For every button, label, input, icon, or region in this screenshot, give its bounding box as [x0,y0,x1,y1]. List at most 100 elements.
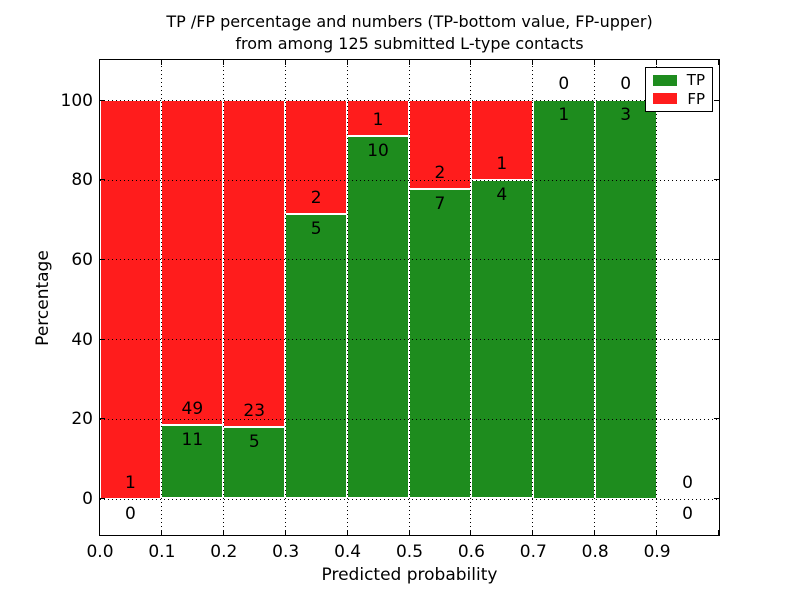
fp-count-label: 1 [372,110,384,131]
tick-mark [656,59,658,65]
tick-mark [346,529,348,535]
x-tick-label: 0.2 [210,542,238,562]
x-tick-label: 0.6 [457,542,485,562]
tick-mark [470,59,472,65]
y-axis-label: Percentage [33,250,53,346]
chart-subtitle: from among 125 submitted L-type contacts [235,34,584,53]
x-tick-label: 0.1 [148,542,176,562]
bar-fp-segment [470,100,533,180]
bar-fp-segment [99,100,162,499]
tick-mark [713,179,719,181]
bar-tp-segment [285,213,348,499]
tp-count-label: 5 [248,432,260,453]
tp-count-label: 4 [496,184,508,205]
tick-mark [284,59,286,65]
tick-mark [470,529,472,535]
bar-tp-segment [470,179,533,499]
tp-count-label: 11 [181,430,204,451]
tick-mark [408,59,410,65]
tick-mark [99,338,105,340]
tick-mark [594,529,596,535]
tick-mark [346,59,348,65]
legend-label-tp: TP [686,71,705,90]
tp-count-label: 7 [434,193,446,214]
tick-mark [99,59,100,65]
legend-entry-tp: TP [653,72,705,88]
x-tick-label: 0.9 [643,542,671,562]
x-tick-label: 0.0 [86,542,114,562]
x-tick-label: 0.7 [519,542,547,562]
v-gridline [284,59,286,535]
bar-tp-segment [347,136,409,499]
tick-mark [160,59,162,65]
legend-entry-fp: FP [653,91,705,107]
x-tick-label: 0.4 [334,542,362,562]
tp-count-label: 3 [620,105,632,125]
y-tick-label: 80 [71,170,93,191]
tick-mark [713,99,719,101]
tick-mark [408,529,410,535]
tick-mark [532,59,534,65]
y-tick-label: 20 [71,409,93,430]
x-axis-label: Predicted probability [321,565,498,585]
tp-count-label: 10 [367,141,389,162]
tick-mark [713,418,719,420]
tick-mark [713,258,719,260]
fp-count-label: 1 [125,472,136,493]
v-gridline [222,59,224,535]
fp-count-label: 1 [496,153,508,174]
legend: TP FP [645,67,713,112]
tick-mark [99,99,105,101]
v-gridline [408,59,410,535]
y-tick-label: 0 [82,489,93,509]
tp-count-label: 0 [125,503,136,524]
tick-mark [713,338,719,340]
tick-mark [160,529,162,535]
v-gridline [470,59,472,535]
fp-count-label: 0 [682,472,693,493]
chart-title: TP /FP percentage and numbers (TP-bottom… [166,12,653,31]
tick-mark [718,59,719,65]
tick-mark [99,258,105,260]
v-gridline [160,59,162,535]
tick-mark [718,529,719,535]
tick-mark [532,529,534,535]
tick-mark [713,498,719,499]
tick-mark [594,59,596,65]
plot-area: 1 0 49 11 23 5 2 5 1 10 2 7 1 4 0 1 0 3 0 0 [98,58,720,536]
tp-count-label: 5 [310,218,322,239]
v-gridline [346,59,348,535]
bar-fp-segment [161,100,224,426]
tick-mark [656,529,658,535]
v-gridline [656,59,658,535]
y-tick-label: 60 [71,249,93,270]
bar-tp-segment [532,100,595,499]
fp-count-label: 2 [310,187,322,208]
fp-count-label: 23 [243,401,266,422]
v-gridline [594,59,596,535]
fp-count-label: 0 [558,74,570,94]
tp-color-swatch [653,74,677,86]
x-tick-label: 0.3 [272,542,300,562]
bar-tp-segment [161,425,224,499]
legend-label-fp: FP [687,89,705,108]
tick-mark [284,529,286,535]
tick-mark [99,529,100,535]
y-tick-label: 100 [60,90,93,111]
bar-tp-segment [409,188,471,499]
fp-count-label: 2 [434,162,446,183]
tick-mark [99,418,105,420]
tick-mark [222,529,224,535]
tick-mark [222,59,224,65]
fp-color-swatch [653,93,677,105]
bar-tp-segment [594,100,657,499]
tp-count-label: 1 [558,105,570,125]
fp-count-label: 0 [620,74,632,94]
x-tick-label: 0.5 [395,542,424,562]
tick-mark [99,498,105,499]
x-tick-label: 0.8 [581,542,609,562]
fp-count-label: 49 [181,399,204,420]
tick-mark [99,179,105,181]
y-tick-label: 40 [71,329,93,350]
